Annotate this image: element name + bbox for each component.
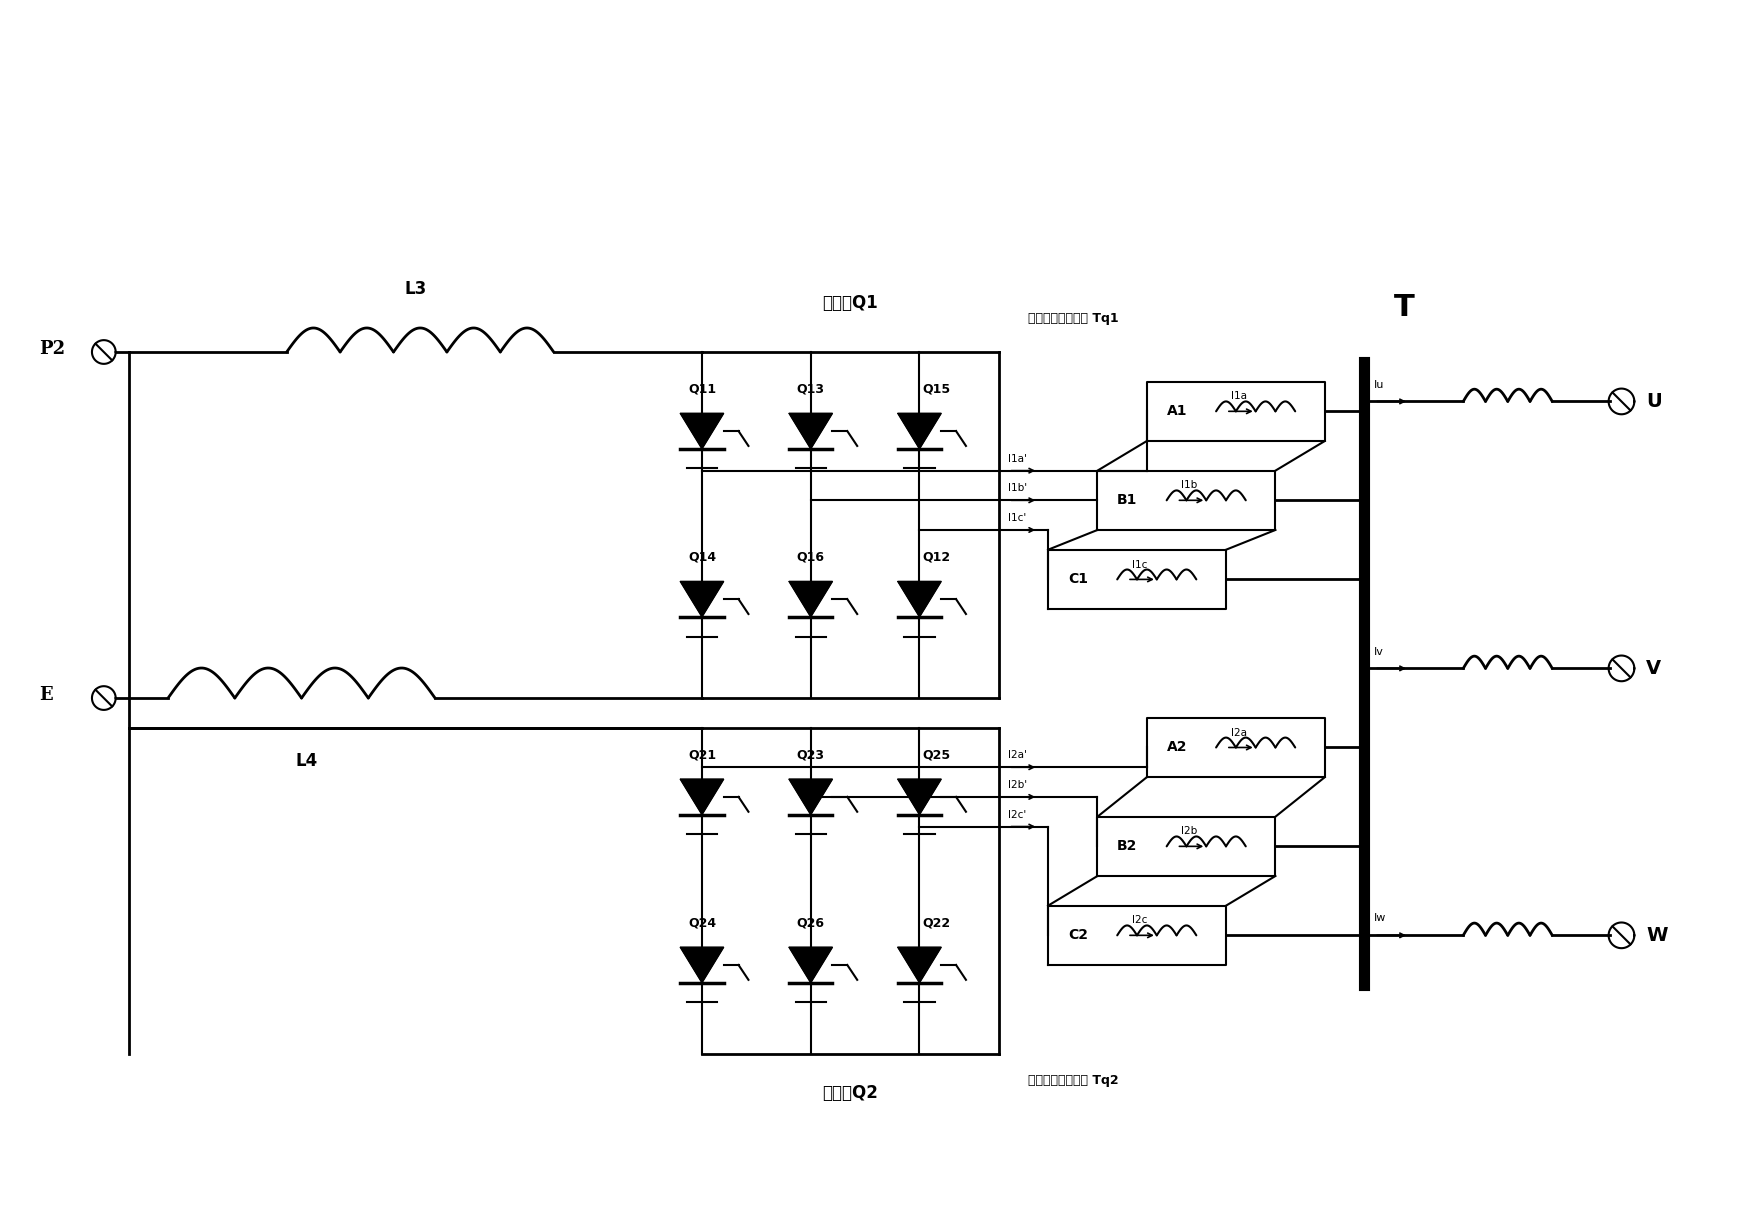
Text: I1c: I1c xyxy=(1132,559,1148,569)
Text: Q25: Q25 xyxy=(922,748,950,761)
Polygon shape xyxy=(681,948,724,983)
Text: I2c': I2c' xyxy=(1008,810,1027,820)
Text: I2c: I2c xyxy=(1132,916,1148,925)
Text: I1b: I1b xyxy=(1181,481,1197,490)
Polygon shape xyxy=(898,948,942,983)
Polygon shape xyxy=(789,779,833,815)
Text: A1: A1 xyxy=(1167,404,1186,418)
Text: C2: C2 xyxy=(1068,928,1088,943)
Polygon shape xyxy=(681,779,724,815)
Text: I2b': I2b' xyxy=(1008,780,1027,790)
Text: Q24: Q24 xyxy=(688,917,716,929)
Text: U: U xyxy=(1647,392,1662,410)
Text: 逆变变压器副绕组 Tq1: 逆变变压器副绕组 Tq1 xyxy=(1029,312,1118,326)
Text: Q11: Q11 xyxy=(688,382,716,396)
Polygon shape xyxy=(681,581,724,617)
Text: A2: A2 xyxy=(1167,741,1186,755)
Text: W: W xyxy=(1647,925,1668,945)
Text: 逆变器Q2: 逆变器Q2 xyxy=(822,1084,878,1101)
Text: Q16: Q16 xyxy=(796,551,824,564)
Text: Q12: Q12 xyxy=(922,551,950,564)
Text: Q23: Q23 xyxy=(796,748,824,761)
Text: Iw: Iw xyxy=(1374,913,1386,923)
Text: I2a': I2a' xyxy=(1008,751,1027,761)
Polygon shape xyxy=(898,779,942,815)
Text: Q13: Q13 xyxy=(796,382,824,396)
Text: V: V xyxy=(1647,659,1661,678)
Text: I1c': I1c' xyxy=(1008,512,1027,524)
Text: Iu: Iu xyxy=(1374,380,1384,390)
Text: B2: B2 xyxy=(1116,839,1138,853)
Polygon shape xyxy=(789,948,833,983)
Polygon shape xyxy=(789,581,833,617)
Polygon shape xyxy=(898,413,942,449)
Text: E: E xyxy=(40,686,52,704)
Text: 逆变器Q1: 逆变器Q1 xyxy=(822,295,878,312)
Text: 逆变变压器副绕组 Tq2: 逆变变压器副绕组 Tq2 xyxy=(1029,1074,1118,1086)
Text: Q14: Q14 xyxy=(688,551,716,564)
Text: P2: P2 xyxy=(40,340,66,358)
Text: Q15: Q15 xyxy=(922,382,950,396)
Polygon shape xyxy=(789,413,833,449)
Text: I2a: I2a xyxy=(1230,728,1248,737)
Text: I2b: I2b xyxy=(1181,826,1197,837)
Text: Q26: Q26 xyxy=(796,917,824,929)
Text: L3: L3 xyxy=(404,280,427,297)
Text: I1b': I1b' xyxy=(1008,483,1027,493)
Polygon shape xyxy=(898,581,942,617)
Text: I1a: I1a xyxy=(1230,391,1248,402)
Text: L4: L4 xyxy=(296,752,317,771)
Text: C1: C1 xyxy=(1068,573,1088,586)
Text: Iv: Iv xyxy=(1374,646,1384,656)
Polygon shape xyxy=(681,413,724,449)
Text: I1a': I1a' xyxy=(1008,454,1027,463)
Text: T: T xyxy=(1395,294,1414,322)
Text: Q22: Q22 xyxy=(922,917,950,929)
Text: Q21: Q21 xyxy=(688,748,716,761)
Text: B1: B1 xyxy=(1116,493,1138,508)
